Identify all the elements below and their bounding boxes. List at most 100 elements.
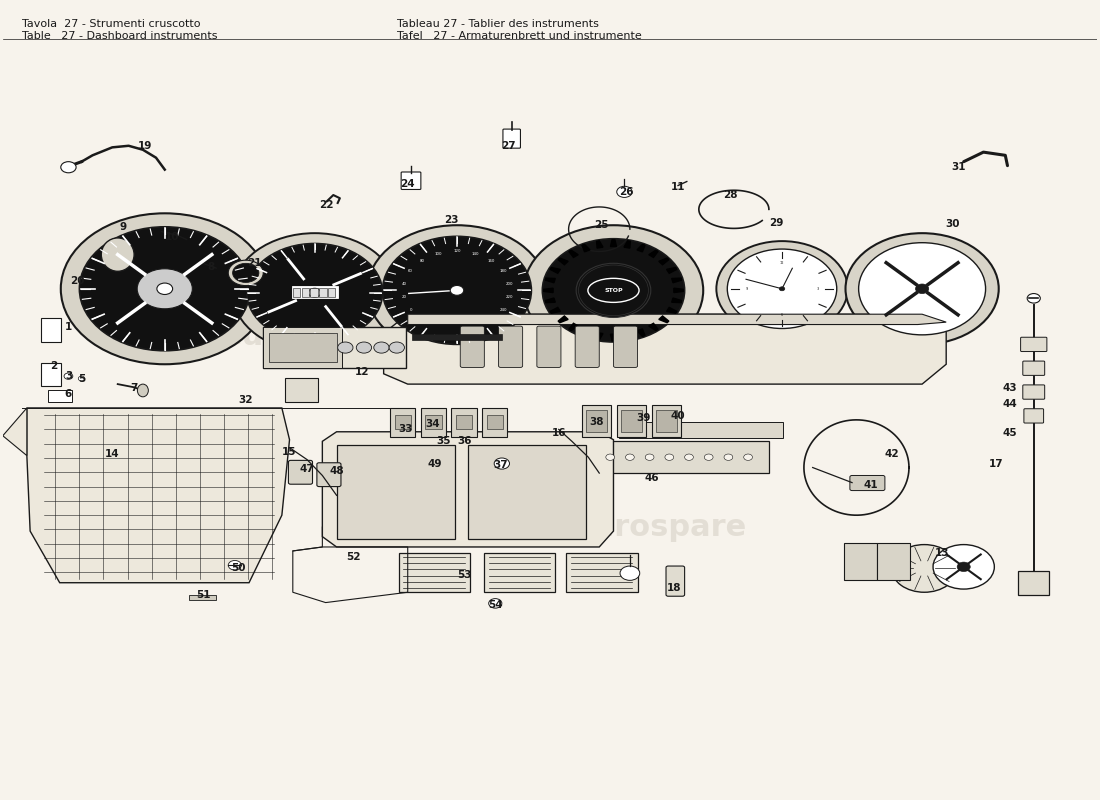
FancyBboxPatch shape: [586, 410, 607, 432]
Text: 9: 9: [120, 222, 127, 232]
Text: 17: 17: [989, 458, 1004, 469]
Circle shape: [542, 238, 684, 342]
Text: 16: 16: [551, 428, 566, 438]
Circle shape: [779, 286, 784, 290]
Text: 25: 25: [594, 220, 608, 230]
Circle shape: [576, 263, 651, 318]
FancyBboxPatch shape: [390, 408, 416, 437]
Text: Tafel   27 - Armaturenbrett und instrumente: Tafel 27 - Armaturenbrett und instrument…: [397, 30, 641, 41]
Text: 220: 220: [506, 295, 514, 299]
Polygon shape: [546, 298, 556, 302]
FancyBboxPatch shape: [575, 326, 600, 367]
FancyBboxPatch shape: [619, 422, 783, 438]
Circle shape: [524, 226, 703, 355]
FancyBboxPatch shape: [621, 410, 642, 432]
Circle shape: [232, 233, 397, 352]
Circle shape: [846, 233, 999, 344]
FancyBboxPatch shape: [498, 326, 522, 367]
Text: 1: 1: [65, 322, 73, 332]
FancyBboxPatch shape: [47, 390, 72, 402]
FancyBboxPatch shape: [317, 462, 341, 486]
Text: 33: 33: [398, 424, 412, 434]
Circle shape: [78, 376, 85, 381]
Text: 3: 3: [65, 371, 73, 381]
Polygon shape: [546, 278, 556, 282]
FancyBboxPatch shape: [41, 318, 60, 342]
Polygon shape: [659, 258, 669, 265]
Text: 30: 30: [946, 218, 960, 229]
FancyBboxPatch shape: [666, 566, 684, 596]
FancyBboxPatch shape: [41, 362, 60, 386]
FancyBboxPatch shape: [617, 405, 647, 437]
FancyBboxPatch shape: [845, 543, 877, 580]
FancyBboxPatch shape: [486, 415, 503, 430]
Text: eurospare: eurospare: [222, 322, 396, 351]
Circle shape: [367, 226, 547, 355]
Text: 20: 20: [70, 276, 85, 286]
Ellipse shape: [138, 384, 148, 397]
Circle shape: [891, 545, 957, 592]
Text: 36: 36: [458, 436, 472, 446]
Polygon shape: [649, 323, 658, 330]
Circle shape: [79, 227, 250, 350]
Polygon shape: [667, 307, 676, 314]
Text: 6: 6: [65, 389, 73, 398]
FancyBboxPatch shape: [582, 405, 612, 437]
Text: 49: 49: [428, 458, 442, 469]
Polygon shape: [408, 314, 946, 325]
Circle shape: [383, 236, 531, 344]
Circle shape: [724, 454, 733, 460]
Circle shape: [664, 454, 673, 460]
FancyBboxPatch shape: [484, 553, 556, 592]
FancyBboxPatch shape: [285, 378, 318, 402]
FancyBboxPatch shape: [263, 327, 406, 368]
Text: 26: 26: [619, 187, 634, 197]
Text: 10: 10: [165, 232, 179, 242]
Polygon shape: [672, 278, 682, 282]
Text: 53: 53: [458, 570, 472, 580]
Circle shape: [389, 342, 405, 353]
Text: 5: 5: [78, 374, 85, 383]
Polygon shape: [672, 298, 682, 302]
Text: eurospare: eurospare: [572, 513, 747, 542]
FancyBboxPatch shape: [310, 288, 318, 297]
Text: 3: 3: [816, 286, 818, 290]
Polygon shape: [558, 258, 568, 265]
Circle shape: [232, 263, 258, 282]
Polygon shape: [569, 323, 579, 330]
FancyBboxPatch shape: [877, 543, 910, 580]
Text: 9: 9: [746, 286, 748, 290]
Text: 15: 15: [283, 446, 297, 457]
Circle shape: [617, 186, 632, 198]
Text: 200: 200: [506, 282, 514, 286]
FancyBboxPatch shape: [426, 415, 441, 430]
Circle shape: [488, 598, 502, 608]
Text: 13: 13: [935, 547, 949, 558]
Text: 240: 240: [499, 308, 507, 312]
Polygon shape: [637, 244, 645, 252]
FancyBboxPatch shape: [657, 410, 676, 432]
Circle shape: [915, 284, 928, 294]
Text: 32: 32: [239, 395, 253, 405]
Polygon shape: [674, 288, 683, 293]
Circle shape: [309, 288, 321, 297]
Polygon shape: [582, 329, 590, 336]
FancyBboxPatch shape: [652, 405, 681, 437]
Text: 100: 100: [434, 252, 442, 256]
Circle shape: [338, 342, 353, 353]
Text: 21: 21: [248, 258, 262, 267]
Text: 29: 29: [769, 218, 783, 228]
Text: 52: 52: [345, 552, 360, 562]
Text: 19: 19: [138, 141, 152, 150]
Circle shape: [138, 269, 192, 309]
FancyBboxPatch shape: [1024, 409, 1044, 423]
Text: 180: 180: [499, 269, 507, 273]
Text: 80: 80: [420, 258, 425, 262]
Polygon shape: [596, 333, 603, 340]
FancyBboxPatch shape: [337, 446, 454, 539]
FancyBboxPatch shape: [482, 408, 507, 437]
FancyBboxPatch shape: [293, 288, 300, 297]
Circle shape: [716, 241, 848, 337]
Text: Table   27 - Dashboard instruments: Table 27 - Dashboard instruments: [22, 30, 218, 41]
FancyBboxPatch shape: [460, 326, 484, 367]
